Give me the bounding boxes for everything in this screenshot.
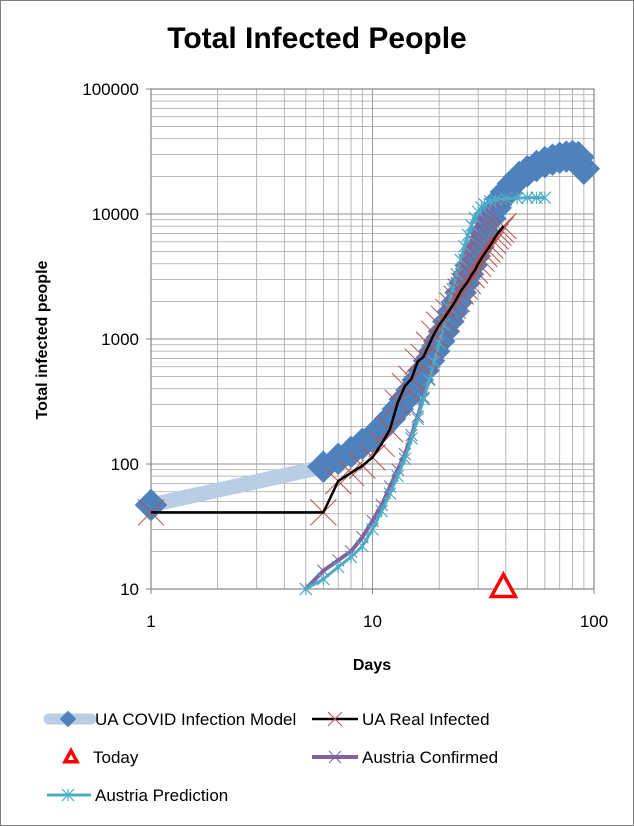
y-tick-label: 100: [111, 455, 139, 474]
series-line: [151, 225, 505, 514]
y-tick-label: 10000: [92, 205, 139, 224]
data-point: [134, 488, 168, 522]
x-tick-labels: 1 10 100: [146, 612, 608, 631]
data-point: [457, 240, 471, 253]
marker-stroke: [328, 750, 342, 764]
legend: UA COVID Infection Model UA Real Infected…: [43, 710, 498, 805]
legend-item-austria-prediction: Austria Prediction: [47, 786, 228, 805]
legend-label: Today: [93, 748, 139, 767]
data-point: [331, 560, 345, 574]
x-tick-label: 100: [580, 612, 608, 631]
legend-swatch-marker: [328, 750, 342, 764]
data-point: [499, 192, 513, 205]
x-tick-label: 1: [146, 612, 155, 631]
legend-swatch-marker: [61, 788, 75, 802]
plot-border: [146, 88, 595, 594]
data-point: [344, 550, 358, 564]
legend-swatch-marker: [327, 711, 343, 727]
data-point: [391, 469, 405, 483]
data-point: [417, 392, 430, 406]
marker-stroke: [490, 212, 517, 240]
grid: [151, 89, 594, 589]
legend-label: Austria Confirmed: [362, 748, 498, 767]
legend-label: Austria Prediction: [95, 786, 228, 805]
data-point: [299, 582, 313, 596]
data-point: [520, 191, 534, 205]
x-tick-label: 10: [363, 612, 382, 631]
data-point: [316, 572, 330, 586]
legend-label: UA Real Infected: [362, 710, 490, 729]
marker-stroke: [356, 530, 369, 544]
data-point: [375, 504, 389, 518]
data-point: [488, 570, 519, 599]
data-point: [538, 191, 552, 205]
y-tick-label: 10: [120, 580, 139, 599]
data-point: [398, 452, 412, 466]
marker-stroke: [331, 553, 345, 567]
series-austria-prediction: [299, 191, 552, 596]
data-point: [427, 355, 441, 368]
series-ua-real-infected: [137, 212, 517, 526]
y-axis-label: Total infected people: [34, 260, 51, 419]
legend-item-ua-covid-infection-model: UA COVID Infection Model: [43, 710, 296, 729]
data-point: [422, 373, 436, 387]
legend-label: UA COVID Infection Model: [95, 710, 296, 729]
data-point: [355, 539, 369, 553]
data-point: [468, 211, 482, 225]
series-line: [305, 196, 545, 591]
data-point: [411, 412, 425, 426]
x-axis-label: Days: [353, 657, 391, 674]
legend-item-austria-confirmed: Austria Confirmed: [312, 748, 498, 767]
legend-swatch-marker: [62, 747, 80, 764]
data-point: [383, 487, 397, 500]
y-tick-label: 100000: [82, 80, 139, 99]
legend-item-today: Today: [62, 747, 139, 767]
series-today: [488, 570, 519, 599]
data-point: [567, 152, 601, 186]
legend-item-ua-real-infected: UA Real Infected: [312, 710, 490, 729]
data-point: [510, 191, 524, 205]
series-layer: [134, 139, 601, 599]
y-tick-labels: 10 100 1000 10000 100000: [82, 80, 139, 599]
data-point: [405, 432, 418, 445]
data-point: [490, 212, 517, 240]
data-point: [489, 193, 503, 207]
legend-swatch-marker: [59, 710, 77, 728]
marker-stroke: [468, 225, 482, 239]
y-tick-label: 1000: [101, 330, 139, 349]
marker-stroke: [327, 711, 343, 727]
chart-title: Total Infected People: [167, 22, 467, 55]
data-point: [366, 522, 379, 536]
